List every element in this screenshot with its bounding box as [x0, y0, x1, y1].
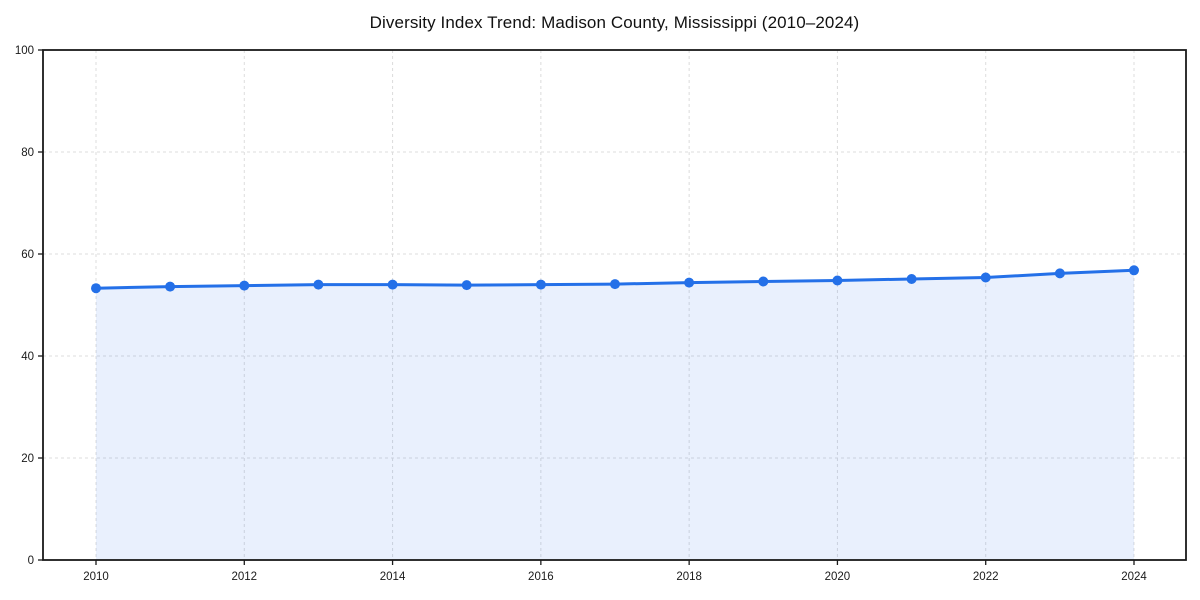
- data-point-2019: [758, 276, 769, 287]
- data-point-2016: [535, 279, 546, 290]
- x-tick-label: 2020: [825, 571, 851, 583]
- y-tick-label: 60: [21, 249, 34, 261]
- x-tick-label: 2022: [973, 571, 999, 583]
- y-tick-label: 40: [21, 351, 34, 363]
- data-point-2024: [1129, 265, 1139, 276]
- chart-title: Diversity Index Trend: Madison County, M…: [369, 13, 860, 32]
- y-tick-label: 0: [28, 555, 34, 567]
- data-point-2012: [239, 280, 250, 291]
- plot-border: [42, 49, 1187, 561]
- y-tick-label: 100: [15, 45, 34, 57]
- y-tick-label: 20: [21, 453, 34, 465]
- x-tick-label: 2014: [380, 571, 406, 583]
- x-tick-label: 2010: [83, 571, 109, 583]
- x-tick-label: 2012: [231, 571, 257, 583]
- x-tick-label: 2018: [676, 571, 702, 583]
- data-point-2010: [91, 283, 101, 294]
- x-tick-label: 2016: [528, 571, 554, 583]
- data-point-2015: [461, 280, 472, 291]
- data-point-2018: [684, 277, 695, 288]
- data-point-2017: [610, 279, 620, 290]
- y-tick-label: 80: [21, 147, 34, 159]
- data-point-2014: [387, 279, 398, 290]
- x-tick-label: 2024: [1121, 571, 1147, 583]
- data-point-2021: [906, 274, 917, 284]
- data-point-2013: [313, 279, 324, 290]
- data-point-2023: [1054, 268, 1065, 279]
- data-point-2020: [832, 275, 843, 286]
- data-point-2022: [980, 272, 991, 283]
- data-point-2011: [165, 281, 176, 292]
- area-fill: [96, 270, 1134, 560]
